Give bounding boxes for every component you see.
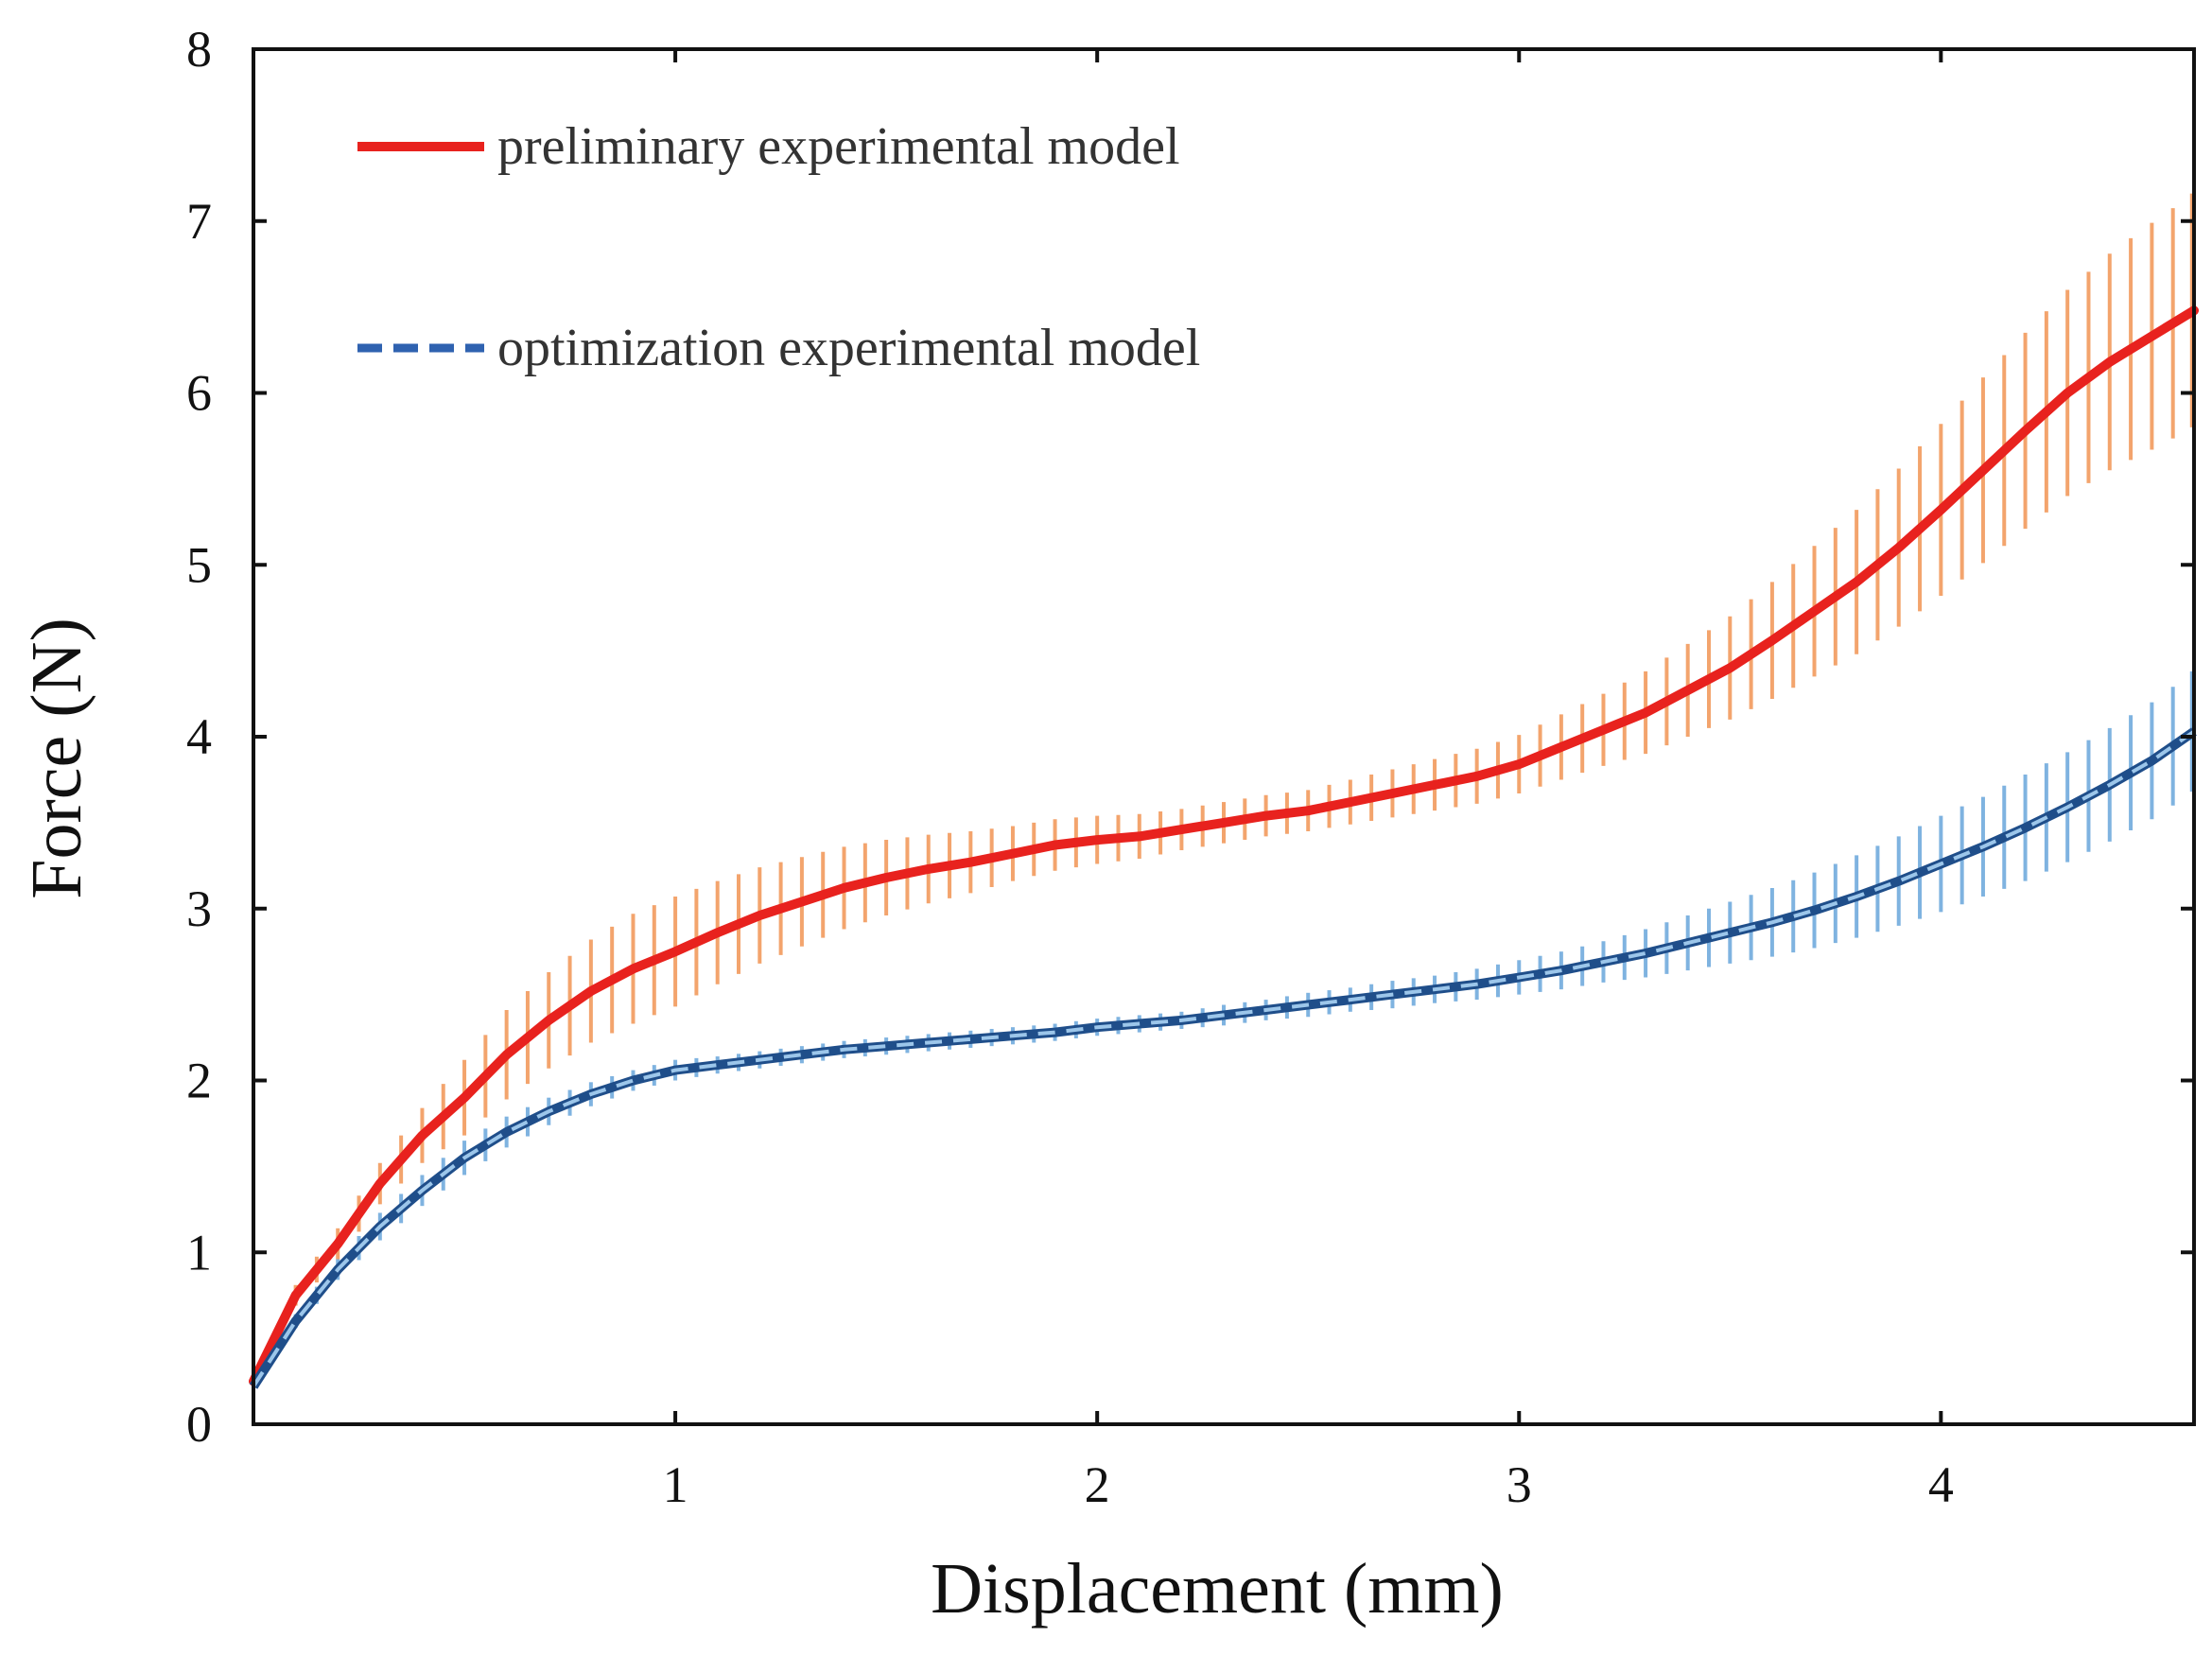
y-axis-title: Force (N) <box>17 618 96 899</box>
y-tick-label: 6 <box>186 365 212 422</box>
y-tick-label: 7 <box>186 193 212 250</box>
y-tick-label: 2 <box>186 1053 212 1109</box>
y-tick-label: 1 <box>186 1224 212 1280</box>
x-tick-label: 1 <box>663 1456 688 1513</box>
x-axis-title: Displacement (mm) <box>931 1549 1504 1629</box>
x-tick-label: 3 <box>1507 1456 1532 1513</box>
y-tick-label: 0 <box>186 1396 212 1453</box>
series-line-1 <box>249 305 2199 1386</box>
legend-label-series-1: preliminary experimental model <box>497 117 1180 176</box>
y-tick-label: 4 <box>186 708 212 765</box>
x-tick-label: 2 <box>1085 1456 1110 1513</box>
series-lines-layer <box>249 305 2199 1389</box>
legend: preliminary experimental model optimizati… <box>357 117 1200 377</box>
legend-label-series-2: optimization experimental model <box>497 319 1200 377</box>
x-tick-label: 4 <box>1928 1456 1954 1513</box>
y-tick-label: 3 <box>186 880 212 937</box>
series-line-2 <box>252 729 2196 1388</box>
y-tick-label: 5 <box>186 536 212 593</box>
axes-layer: 0 1 2 3 4 5 6 7 8 1 2 3 4 <box>186 21 2196 1513</box>
y-tick-label: 8 <box>186 21 212 78</box>
